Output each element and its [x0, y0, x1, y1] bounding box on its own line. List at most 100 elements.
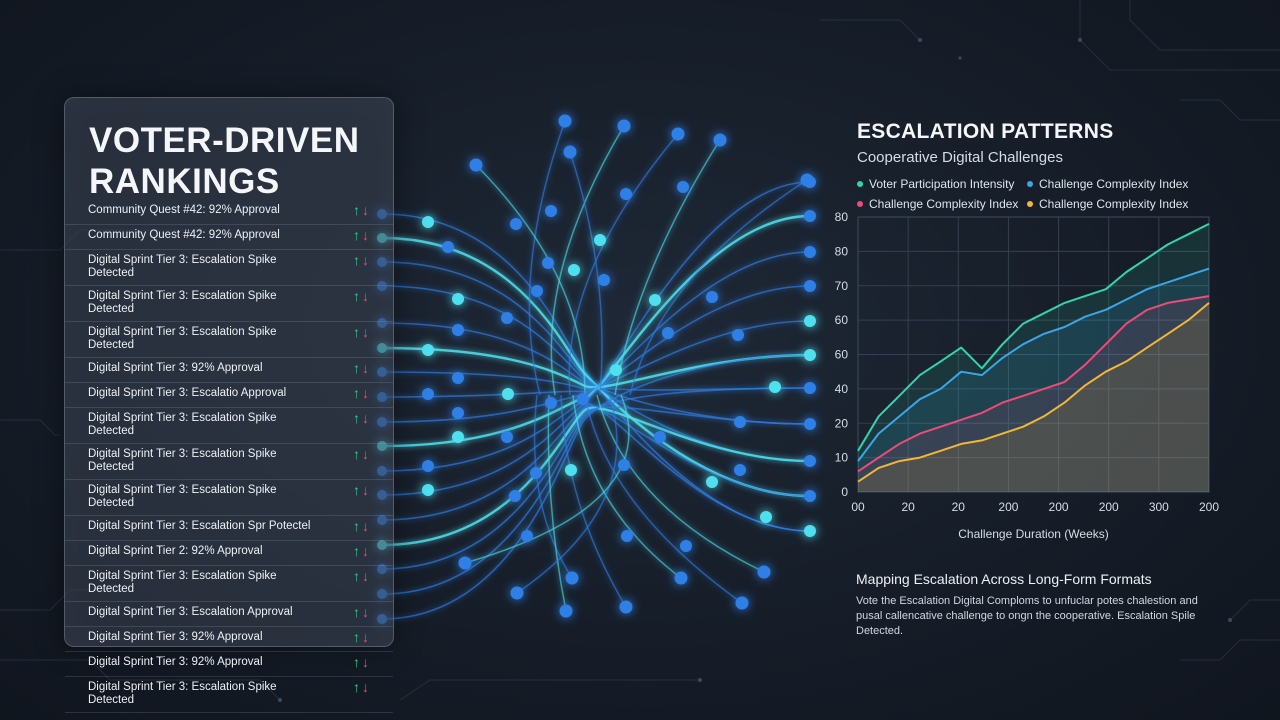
downvote-arrow-icon[interactable]: ↓ — [362, 385, 369, 401]
network-node — [598, 274, 610, 286]
vote-arrows: ↑ ↓ — [353, 288, 369, 304]
network-node — [734, 464, 746, 476]
upvote-arrow-icon[interactable]: ↑ — [353, 679, 360, 695]
network-node — [713, 133, 727, 147]
downvote-arrow-icon[interactable]: ↓ — [362, 604, 369, 620]
downvote-arrow-icon[interactable]: ↓ — [362, 410, 369, 426]
upvote-arrow-icon[interactable]: ↑ — [353, 202, 360, 218]
network-node — [469, 158, 483, 172]
chart-subtitle: Cooperative Digital Challenges — [857, 149, 1063, 166]
downvote-arrow-icon[interactable]: ↓ — [362, 324, 369, 340]
downvote-arrow-icon[interactable]: ↓ — [362, 227, 369, 243]
upvote-arrow-icon[interactable]: ↑ — [353, 252, 360, 268]
rank-item: Digital Sprint Tier 3: Escalation Spike … — [65, 322, 393, 358]
series-line — [857, 267, 1210, 462]
network-edge — [569, 151, 603, 396]
upvote-arrow-icon[interactable]: ↑ — [353, 629, 360, 645]
downvote-arrow-icon[interactable]: ↓ — [362, 543, 369, 559]
vote-arrows: ↑ ↓ — [353, 543, 369, 559]
network-edge — [381, 354, 811, 620]
vote-arrows: ↑ ↓ — [353, 410, 369, 426]
network-node — [800, 173, 814, 187]
network-node — [732, 329, 744, 341]
vote-arrows: ↑ ↓ — [353, 227, 369, 243]
rank-item: Digital Sprint Tier 3: Escalation Spike … — [65, 250, 393, 286]
downvote-arrow-icon[interactable]: ↓ — [362, 679, 369, 695]
downvote-arrow-icon[interactable]: ↓ — [362, 629, 369, 645]
legend-swatch — [857, 180, 863, 187]
network-node — [804, 490, 816, 502]
upvote-arrow-icon[interactable]: ↑ — [353, 654, 360, 670]
escalation-area-chart: 0 10 20 40 60 60 70 80 80 00 20 20 200 200 200 300 200 Ch… — [835, 210, 1220, 541]
network-node — [422, 344, 434, 356]
network-edge — [464, 394, 630, 564]
downvote-arrow-icon[interactable]: ↓ — [362, 482, 369, 498]
rank-item: Digital Sprint Tier 2: 92% Approval ↑ ↓ — [65, 541, 393, 566]
network-edge — [550, 125, 625, 396]
network-node — [501, 431, 513, 443]
rank-item: Digital Sprint Tier 3: Escalation Spr Po… — [65, 516, 393, 541]
network-edge — [629, 179, 808, 396]
upvote-arrow-icon[interactable]: ↑ — [353, 324, 360, 340]
rank-item: Digital Sprint Tier 3: Escalation Spike … — [65, 677, 393, 713]
x-tick-label: 200 — [1199, 500, 1219, 514]
network-node — [654, 431, 666, 443]
vote-arrows: ↑ ↓ — [353, 360, 369, 376]
vote-arrows: ↑ ↓ — [353, 604, 369, 620]
downvote-arrow-icon[interactable]: ↓ — [362, 288, 369, 304]
upvote-arrow-icon[interactable]: ↑ — [353, 446, 360, 462]
network-node — [509, 490, 521, 502]
downvote-arrow-icon[interactable]: ↓ — [362, 446, 369, 462]
rank-item-label: Digital Sprint Tier 3: 92% Approval — [88, 656, 263, 668]
network-node — [521, 530, 533, 542]
downvote-arrow-icon[interactable]: ↓ — [362, 518, 369, 534]
upvote-arrow-icon[interactable]: ↑ — [353, 518, 360, 534]
legend-label: Challenge Complexity Index — [869, 197, 1019, 211]
series-area — [858, 296, 1209, 492]
y-tick-label: 0 — [841, 485, 848, 499]
network-node — [804, 418, 816, 430]
upvote-arrow-icon[interactable]: ↑ — [353, 604, 360, 620]
network-node — [610, 364, 622, 376]
upvote-arrow-icon[interactable]: ↑ — [353, 360, 360, 376]
network-node — [501, 312, 513, 324]
upvote-arrow-icon[interactable]: ↑ — [353, 288, 360, 304]
network-node — [559, 604, 573, 618]
rank-item: Digital Sprint Tier 3: Escalation Spike … — [65, 444, 393, 480]
upvote-arrow-icon[interactable]: ↑ — [353, 568, 360, 584]
network-node — [545, 397, 557, 409]
y-tick-label: 80 — [835, 210, 849, 224]
plot-frame — [857, 216, 1210, 493]
x-tick-label: 20 — [901, 500, 915, 514]
upvote-arrow-icon[interactable]: ↑ — [353, 227, 360, 243]
downvote-arrow-icon[interactable]: ↓ — [362, 252, 369, 268]
network-edge — [381, 387, 811, 595]
vote-arrows: ↑ ↓ — [353, 679, 369, 695]
network-node — [735, 596, 749, 610]
network-node — [617, 119, 631, 133]
legend-entry: Challenge Complexity Index — [857, 197, 1018, 211]
upvote-arrow-icon[interactable]: ↑ — [353, 410, 360, 426]
rank-item-label: Digital Sprint Tier 3: Escalation Spike … — [88, 412, 277, 437]
network-edge — [381, 406, 811, 547]
upvote-arrow-icon[interactable]: ↑ — [353, 385, 360, 401]
network-edge — [381, 213, 811, 532]
network-node — [649, 294, 661, 306]
x-tick-label: 00 — [851, 500, 865, 514]
network-edge — [381, 322, 811, 391]
y-tick-label: 10 — [835, 451, 849, 465]
network-node — [452, 324, 464, 336]
upvote-arrow-icon[interactable]: ↑ — [353, 482, 360, 498]
downvote-arrow-icon[interactable]: ↓ — [362, 568, 369, 584]
downvote-arrow-icon[interactable]: ↓ — [362, 654, 369, 670]
downvote-arrow-icon[interactable]: ↓ — [362, 202, 369, 218]
downvote-arrow-icon[interactable]: ↓ — [362, 360, 369, 376]
rank-item: Community Quest #42: 92% Approval ↑ ↓ — [65, 225, 393, 250]
upvote-arrow-icon[interactable]: ↑ — [353, 543, 360, 559]
y-tick-label: 60 — [835, 348, 849, 362]
network-node — [804, 315, 816, 327]
series-line — [857, 295, 1210, 473]
rank-item: Digital Sprint Tier 3: Escalation Spike … — [65, 286, 393, 322]
network-node — [671, 127, 685, 141]
